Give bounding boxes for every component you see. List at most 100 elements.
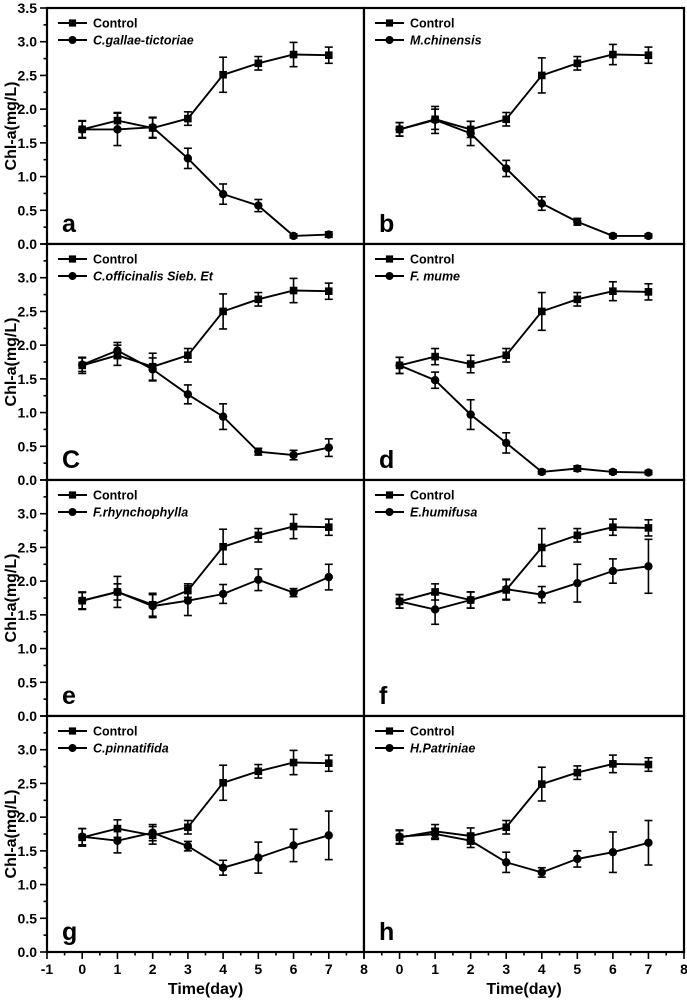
data-point-circle [430,115,440,125]
data-point-square [219,542,227,551]
data-point-circle [289,450,298,460]
y-tick-label: 2.0 [18,573,38,589]
x-tick-label: 7 [645,961,653,977]
panel-d: Control F. mume d [362,242,686,482]
data-point-square [431,588,439,596]
data-point-square [324,51,333,59]
data-point-circle [466,836,475,845]
y-axis-title: Chl-a(mg/L) [3,82,20,171]
data-point-circle [113,836,122,845]
panel-letter: d [379,446,394,474]
data-point-circle [573,854,582,864]
y-tick-label: 3.0 [18,34,38,50]
panel-frame [45,242,366,482]
data-point-circle [385,744,394,752]
series-line [81,53,329,131]
data-point-circle [183,390,193,399]
legend: Control M.chinensis [375,17,482,48]
y-tick-label: 3.0 [18,506,38,522]
x-tick-label: 5 [254,961,262,977]
data-point-circle [608,566,618,576]
data-point-square [254,59,263,68]
x-tick-label: 2 [149,961,157,977]
panel-frame [362,478,686,718]
series-line [81,761,329,839]
data-point-circle [68,744,77,752]
data-point-circle [537,199,546,208]
panel-h: 0 1 2 3 4 5 6 7 8 Time(day) Control H.Patriniae h [362,714,687,998]
data-point-circle [502,164,511,173]
legend-label: Control [93,17,137,31]
x-tick-label: 6 [609,961,617,977]
x-tick-label: 2 [467,961,475,977]
x-tick-label: 1 [114,961,122,977]
legend-label: Control [93,725,137,739]
data-point-circle [644,468,653,477]
data-point-circle [466,129,475,138]
data-point-circle [608,467,618,477]
y-tick-label: 3.0 [18,270,38,286]
y-tick-label: 2.5 [18,775,38,791]
series-control [395,754,653,845]
data-point-square [385,19,394,27]
y-tick-label: 1.0 [18,169,38,185]
series-line [399,53,649,131]
data-point-circle [466,595,475,605]
data-point-square [644,760,653,769]
data-point-circle [113,125,122,134]
y-tick-label: 1.0 [18,405,38,421]
y-tick-label: 2.0 [18,101,38,117]
panel-letter: b [379,210,394,238]
legend: Control C.officinalis Sieb. Et [58,253,214,284]
legend-label: H.Patriniae [410,742,475,756]
series-control [395,280,653,375]
x-tick-label: 8 [680,961,687,977]
data-point-circle [573,578,582,588]
series-line [81,289,329,368]
series-line [399,364,649,474]
data-point-circle [395,361,404,370]
data-point-circle [218,589,228,599]
x-tick-label: 3 [502,961,510,977]
y-tick-label: 3.0 [18,742,38,758]
data-point-circle [430,829,440,839]
data-point-square [609,287,617,295]
data-point-square [609,760,617,768]
data-point-square [644,288,653,296]
data-point-circle [608,231,618,241]
data-point-circle [324,230,333,239]
data-point-circle [113,346,122,355]
panel-c: 0.00.51.01.52.02.53.0Chl-a(mg/L)ControlC… [3,242,366,488]
data-point-circle [537,467,546,477]
data-point-square [68,255,77,263]
data-point-square [537,71,546,80]
x-axis-title: Time(day) [168,981,243,998]
legend: Control C.pinnatifida [58,725,169,756]
data-point-square [609,50,617,59]
data-point-square [502,351,511,360]
data-point-circle [218,863,228,872]
data-point-circle [148,123,157,132]
legend-label: F. mume [410,270,460,284]
legend-label: E.humifusa [410,506,477,520]
data-point-circle [254,447,263,456]
y-tick-label: 2.0 [18,809,38,825]
legend-label: C.pinnatifida [93,742,169,756]
legend-label: Control [410,725,454,739]
data-point-square [68,491,77,499]
data-point-square [385,491,394,499]
data-point-square [324,523,333,531]
panel-letter: e [62,682,76,710]
data-point-circle [644,231,653,241]
data-point-square [502,823,511,832]
series-line [81,349,329,457]
data-point-circle [113,587,122,597]
data-point-circle [502,438,511,448]
data-point-square [219,778,227,787]
panel-e: 0.0 0.5 1.0 1.5 2.0 2.5 3.0 Chl-a(mg/L) Control F… [3,478,366,724]
data-point-square [431,352,439,361]
data-point-square [324,287,333,295]
y-tick-label: 0.5 [18,438,38,454]
x-tick-label: 1 [431,961,439,977]
